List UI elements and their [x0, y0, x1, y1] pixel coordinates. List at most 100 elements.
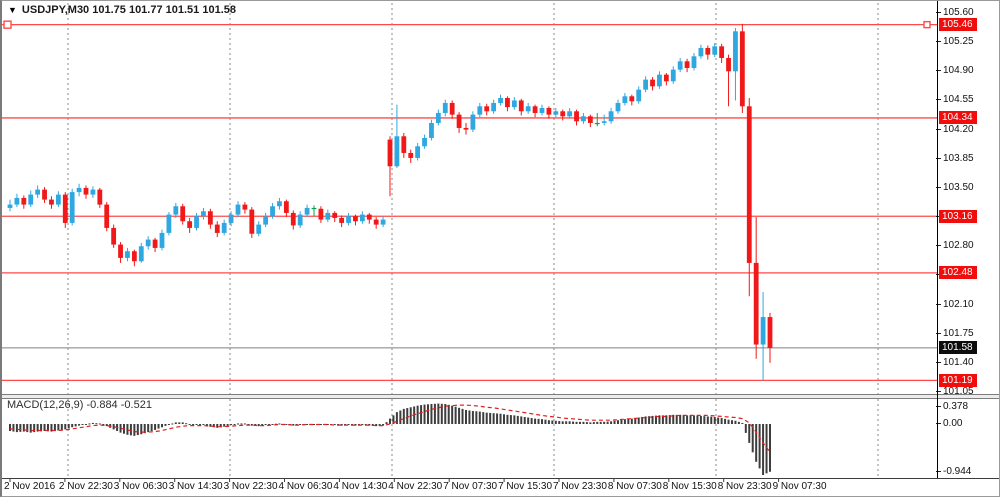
macd-histogram-bar [385, 422, 388, 424]
macd-histogram-bar [375, 424, 378, 427]
macd-histogram-bar [15, 424, 18, 433]
macd-histogram-bar [468, 410, 471, 424]
candle-body [470, 114, 476, 130]
macd-histogram-bar [129, 424, 132, 436]
macd-histogram-bar [84, 424, 87, 425]
macd-histogram-bar [496, 413, 499, 424]
macd-histogram-bar [326, 424, 329, 425]
macd-histogram-bar [133, 424, 136, 436]
macd-histogram-bar [475, 411, 478, 424]
macd-histogram-bar [485, 412, 488, 424]
macd-indicator-label: MACD(12,26,9) -0.884 -0.521 [7, 399, 152, 411]
price-level-badge[interactable]: 102.48 [939, 266, 977, 280]
macd-histogram-bar [306, 424, 309, 425]
candle-body [69, 192, 75, 223]
macd-histogram-bar [205, 424, 208, 426]
macd-histogram-bar [658, 415, 661, 424]
candle-body [207, 211, 213, 225]
macd-histogram-bar [174, 422, 177, 424]
candle-body [180, 206, 186, 222]
candle-body [166, 214, 172, 233]
macd-histogram-bar [36, 424, 39, 432]
candle-body [28, 194, 34, 205]
macd-histogram-bar [589, 422, 592, 424]
macd-histogram-bar [406, 408, 409, 424]
candle-body [118, 244, 123, 258]
macd-histogram-bar [482, 412, 485, 424]
macd-histogram-bar [22, 424, 25, 432]
macd-histogram-bar [717, 417, 720, 424]
candle-body [304, 207, 310, 215]
candle-body [698, 47, 704, 57]
macd-histogram-bar [368, 424, 371, 426]
candle-body [311, 207, 317, 210]
macd-histogram-bar [606, 421, 609, 424]
macd-histogram-bar [744, 424, 747, 433]
macd-histogram-bar [737, 421, 740, 424]
time-axis-label: 2 Nov 2016 [4, 481, 56, 492]
macd-histogram-bar [565, 421, 568, 424]
macd-histogram-bar [596, 421, 599, 424]
macd-histogram-bar [230, 424, 233, 426]
macd-histogram-bar [433, 403, 436, 424]
candle-body [435, 112, 441, 123]
macd-histogram-bar [178, 422, 181, 424]
macd-histogram-bar [202, 424, 205, 426]
candle-body [49, 199, 54, 205]
candle-body [511, 100, 517, 108]
candle-body [594, 122, 600, 125]
candle-body [650, 79, 655, 87]
macd-histogram-bar [437, 403, 440, 424]
macd-histogram-bar [378, 424, 381, 426]
symbol-period-label: USDJPY,M30 [21, 4, 90, 16]
macd-histogram-bar [534, 418, 537, 424]
candle-body [83, 187, 89, 195]
macd-histogram-bar [78, 424, 81, 426]
macd-histogram-bar [416, 405, 419, 424]
candle-body [712, 46, 718, 55]
macd-histogram-bar [33, 424, 36, 433]
macd-histogram-bar [292, 424, 295, 426]
macd-histogram-bar [686, 415, 689, 424]
candle-body [111, 227, 117, 245]
macd-histogram-bar [402, 408, 405, 424]
candle-body [7, 204, 13, 208]
macd-histogram-bar [572, 421, 575, 424]
price-level-badge[interactable]: 103.16 [939, 209, 977, 223]
candle-body [145, 239, 151, 247]
macd-histogram-bar [223, 424, 226, 427]
macd-histogram-bar [627, 418, 630, 424]
macd-histogram-bar [509, 415, 512, 424]
price-level-badge[interactable]: 101.19 [939, 373, 977, 387]
candle-body [332, 212, 338, 218]
candle-body [62, 194, 68, 223]
candle-body [214, 224, 220, 233]
candle-body [249, 209, 255, 234]
price-tick-label: 101.05 [936, 386, 974, 397]
macd-signal-line [9, 404, 771, 453]
time-axis-label: 4 Nov 22:30 [388, 481, 443, 492]
macd-histogram-bar [12, 424, 15, 432]
level-drag-handle[interactable] [3, 20, 12, 29]
price-tick-label: 104.90 [936, 65, 974, 76]
candle-body [366, 214, 372, 220]
macd-histogram-bar [53, 424, 56, 432]
macd-histogram-bar [713, 416, 716, 424]
candle-body [415, 146, 421, 158]
price-level-badge[interactable]: 105.46 [939, 18, 977, 32]
candle-body [733, 31, 738, 72]
candle-body [297, 214, 303, 226]
candle-body [601, 121, 607, 123]
macd-histogram-bar [492, 413, 495, 424]
candle-body [318, 208, 324, 220]
macd-histogram-bar [57, 424, 60, 431]
price-level-badge[interactable]: 104.34 [939, 111, 977, 125]
macd-histogram-bar [720, 418, 723, 424]
candle-body [290, 212, 296, 226]
macd-histogram-bar [758, 424, 761, 469]
level-drag-handle[interactable] [923, 20, 931, 29]
candle-body [546, 107, 552, 115]
pane-separator[interactable] [2, 394, 999, 399]
macd-histogram-bar [603, 421, 606, 424]
